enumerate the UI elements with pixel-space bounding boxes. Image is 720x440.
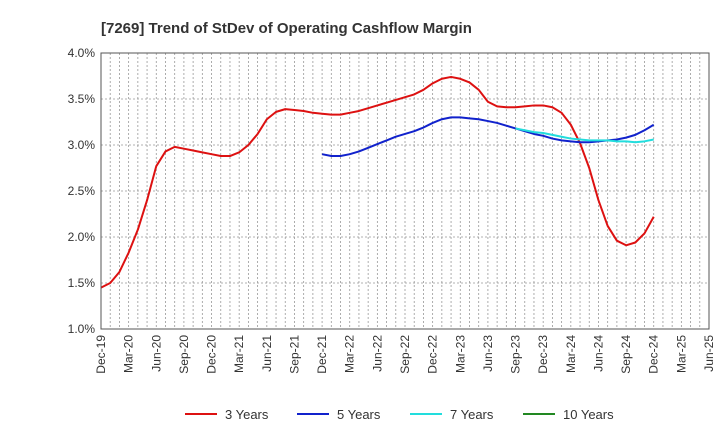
legend-label: 10 Years xyxy=(563,407,614,422)
x-tick-label: Jun-25 xyxy=(702,335,716,372)
y-tick-label: 2.5% xyxy=(68,184,96,198)
x-tick-label: Jun-21 xyxy=(260,335,274,372)
x-tick-label: Sep-21 xyxy=(287,335,301,374)
x-tick-label: Mar-25 xyxy=(674,335,688,373)
legend-label: 7 Years xyxy=(450,407,494,422)
x-tick-label: Mar-21 xyxy=(232,335,246,373)
x-axis: Dec-19 Mar-20 Jun-20 Sep-20 Dec-20 Mar-21 Jun-… xyxy=(94,335,716,374)
x-tick-label: Mar-24 xyxy=(564,335,578,373)
y-tick-label: 2.0% xyxy=(68,230,96,244)
x-tick-label: Sep-20 xyxy=(177,335,191,374)
grid xyxy=(101,53,709,329)
x-tick-label: Jun-24 xyxy=(591,335,605,372)
x-tick-label: Sep-23 xyxy=(509,335,523,374)
legend-label: 3 Years xyxy=(225,407,269,422)
y-tick-label: 4.0% xyxy=(68,46,96,60)
x-tick-label: Dec-19 xyxy=(94,335,108,374)
x-tick-label: Dec-20 xyxy=(205,335,219,374)
x-tick-label: Mar-20 xyxy=(122,335,136,373)
plot-border xyxy=(100,52,710,330)
series-lines xyxy=(100,75,655,289)
y-tick-label: 3.5% xyxy=(68,92,96,106)
x-tick-label: Dec-24 xyxy=(647,335,661,374)
x-tick-label: Jun-23 xyxy=(481,335,495,372)
legend: 3 Years 5 Years 7 Years 10 Years xyxy=(185,407,614,422)
x-tick-label: Dec-23 xyxy=(536,335,550,374)
y-tick-label: 1.5% xyxy=(68,276,96,290)
x-tick-label: Dec-22 xyxy=(426,335,440,374)
x-tick-label: Jun-20 xyxy=(149,335,163,372)
x-tick-label: Sep-22 xyxy=(398,335,412,374)
y-tick-label: 3.0% xyxy=(68,138,96,152)
x-tick-label: Dec-21 xyxy=(315,335,329,374)
y-axis: 1.0% 1.5% 2.0% 2.5% 3.0% 3.5% 4.0% xyxy=(68,46,96,336)
x-tick-label: Mar-22 xyxy=(343,335,357,373)
x-tick-label: Sep-24 xyxy=(619,335,633,374)
x-tick-label: Mar-23 xyxy=(453,335,467,373)
series-line-7-years xyxy=(515,127,654,144)
series-line-3-years xyxy=(100,75,655,289)
chart-title: [7269] Trend of StDev of Operating Cashf… xyxy=(101,20,472,37)
x-tick-label: Jun-22 xyxy=(370,335,384,372)
y-tick-label: 1.0% xyxy=(68,322,96,336)
legend-label: 5 Years xyxy=(337,407,381,422)
